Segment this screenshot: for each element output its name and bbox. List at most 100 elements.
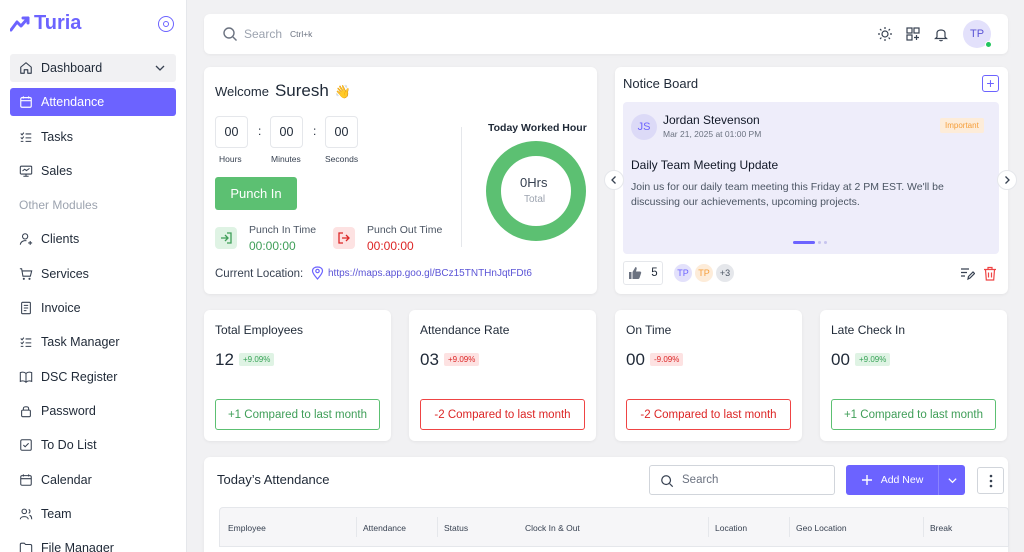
collapse-sidebar-button[interactable] xyxy=(158,16,174,32)
sidebar-item-calendar[interactable]: Calendar xyxy=(10,466,176,494)
sidebar-item-label: Team xyxy=(41,506,72,521)
carousel-dot[interactable] xyxy=(818,241,821,244)
thumbs-up-icon xyxy=(629,267,642,279)
column-header[interactable]: Location xyxy=(715,523,748,533)
list-check-icon xyxy=(20,337,32,348)
welcome-heading: Welcome Suresh 👋 xyxy=(215,81,351,101)
column-divider xyxy=(789,517,790,537)
author-name: Jordan Stevenson xyxy=(663,113,760,127)
sidebar-item-sales[interactable]: Sales xyxy=(10,157,176,185)
location-pin-icon xyxy=(311,266,324,280)
column-header[interactable]: Geo Location xyxy=(796,523,847,533)
sidebar-item-to-do-list[interactable]: To Do List xyxy=(10,431,176,459)
list-check-icon xyxy=(20,131,32,142)
target-icon xyxy=(163,21,169,27)
hours-value: 00 xyxy=(215,116,248,148)
column-divider xyxy=(437,517,438,537)
chevron-down-icon xyxy=(155,65,165,71)
attendance-title: Today’s Attendance xyxy=(217,472,330,487)
top-bar: Search Ctrl+k TP xyxy=(204,14,1008,54)
seconds-label: Seconds xyxy=(325,154,359,164)
location-label: Current Location: xyxy=(215,268,304,280)
user-avatar[interactable]: TP xyxy=(963,20,992,48)
carousel-dot[interactable] xyxy=(824,241,827,244)
attendance-search-input[interactable]: Search xyxy=(649,465,835,495)
sidebar-item-label: DSC Register xyxy=(41,369,118,384)
priority-badge: Important xyxy=(940,118,984,133)
sidebar-item-file-manager[interactable]: File Manager xyxy=(10,534,176,552)
seconds-value: 00 xyxy=(325,116,358,148)
logo-text: Turia xyxy=(34,12,82,34)
add-new-button[interactable]: Add New xyxy=(846,465,938,495)
notice-board-title: Notice Board xyxy=(623,76,699,91)
search-input[interactable]: Search xyxy=(244,27,283,41)
punch-in-button[interactable]: Punch In xyxy=(215,177,297,210)
author-avatar: JS xyxy=(631,114,657,140)
column-divider xyxy=(356,517,357,537)
more-options-button[interactable] xyxy=(977,467,1004,494)
wave-icon: 👋 xyxy=(334,84,352,99)
sidebar-item-attendance[interactable]: Attendance xyxy=(10,88,176,117)
stat-title: On Time xyxy=(626,323,672,337)
lock-icon xyxy=(21,406,31,418)
worked-hour-title: Today Worked Hour xyxy=(488,122,587,134)
edit-icon[interactable] xyxy=(960,266,975,281)
sidebar-item-dashboard[interactable]: Dashboard xyxy=(10,54,176,82)
column-header[interactable]: Employee xyxy=(228,523,266,533)
sidebar-item-label: To Do List xyxy=(41,438,97,453)
notice-heading: Daily Team Meeting Update xyxy=(631,158,779,172)
welcome-label: Welcome xyxy=(215,84,269,99)
kebab-menu-icon xyxy=(989,474,992,487)
notice-board-card: Notice Board + JS Jordan Stevenson Mar 2… xyxy=(604,67,1017,294)
add-notice-button[interactable]: + xyxy=(982,75,999,92)
column-header[interactable]: Break xyxy=(930,523,953,533)
stat-value: 03 xyxy=(420,350,439,369)
carousel-next-button[interactable] xyxy=(997,170,1017,190)
search-shortcut: Ctrl+k xyxy=(290,29,313,39)
carousel-prev-button[interactable] xyxy=(604,170,624,190)
avatar-initials: TP xyxy=(969,28,985,40)
stat-card-total-employees: Total Employees 12 +9.09% +1 Compared to… xyxy=(204,310,391,441)
chevron-left-icon xyxy=(611,176,616,184)
minutes-value: 00 xyxy=(270,116,303,148)
sidebar-item-label: Task Manager xyxy=(41,335,120,350)
stat-comparison: +1 Compared to last month xyxy=(831,399,996,430)
sidebar-item-invoice[interactable]: Invoice xyxy=(10,294,176,322)
notice-body: Join us for our daily team meeting this … xyxy=(631,181,944,208)
stat-title: Total Employees xyxy=(215,323,304,337)
sidebar-item-tasks[interactable]: Tasks xyxy=(10,123,176,151)
sidebar-item-label: Invoice xyxy=(41,301,81,316)
like-button[interactable]: 5 xyxy=(623,261,663,285)
more-viewers-count: +3 xyxy=(715,263,735,283)
sidebar-item-task-manager[interactable]: Task Manager xyxy=(10,328,176,356)
add-new-dropdown-button[interactable] xyxy=(938,465,965,495)
apps-grid-icon[interactable] xyxy=(905,26,921,42)
carousel-dot[interactable] xyxy=(793,241,815,244)
attendance-card: Today’s Attendance Search Add New Employ… xyxy=(204,457,1009,552)
bell-icon[interactable] xyxy=(933,26,949,42)
worked-hour-ring xyxy=(486,141,586,241)
location-link[interactable]: https://maps.app.goo.gl/BCz15TNTHnJqtFDt… xyxy=(328,268,532,279)
column-header[interactable]: Clock In & Out xyxy=(525,523,580,533)
sidebar-item-password[interactable]: Password xyxy=(10,397,176,425)
home-icon xyxy=(20,62,32,74)
logo[interactable]: Turia xyxy=(10,12,81,35)
sidebar-item-label: Tasks xyxy=(41,129,73,144)
sidebar-item-clients[interactable]: Clients xyxy=(10,225,176,253)
sidebar-item-label: File Manager xyxy=(41,541,114,552)
punch-out-icon xyxy=(333,227,355,249)
sidebar-item-team[interactable]: Team xyxy=(10,500,176,528)
theme-toggle-icon[interactable] xyxy=(877,26,893,42)
stat-value: 00 xyxy=(831,350,850,369)
delete-icon[interactable] xyxy=(983,266,997,281)
chevron-down-icon xyxy=(947,477,957,483)
time-separator: : xyxy=(313,124,317,138)
team-icon xyxy=(19,508,33,520)
sidebar-item-services[interactable]: Services xyxy=(10,260,176,288)
sidebar-item-dsc-register[interactable]: DSC Register xyxy=(10,363,176,391)
column-header[interactable]: Status xyxy=(444,523,469,533)
column-header[interactable]: Attendance xyxy=(363,523,407,533)
checkbox-icon xyxy=(20,439,32,452)
sidebar-item-label: Dashboard xyxy=(41,61,103,75)
stat-card-late-check-in: Late Check In 00 +9.09% +1 Compared to l… xyxy=(820,310,1007,441)
